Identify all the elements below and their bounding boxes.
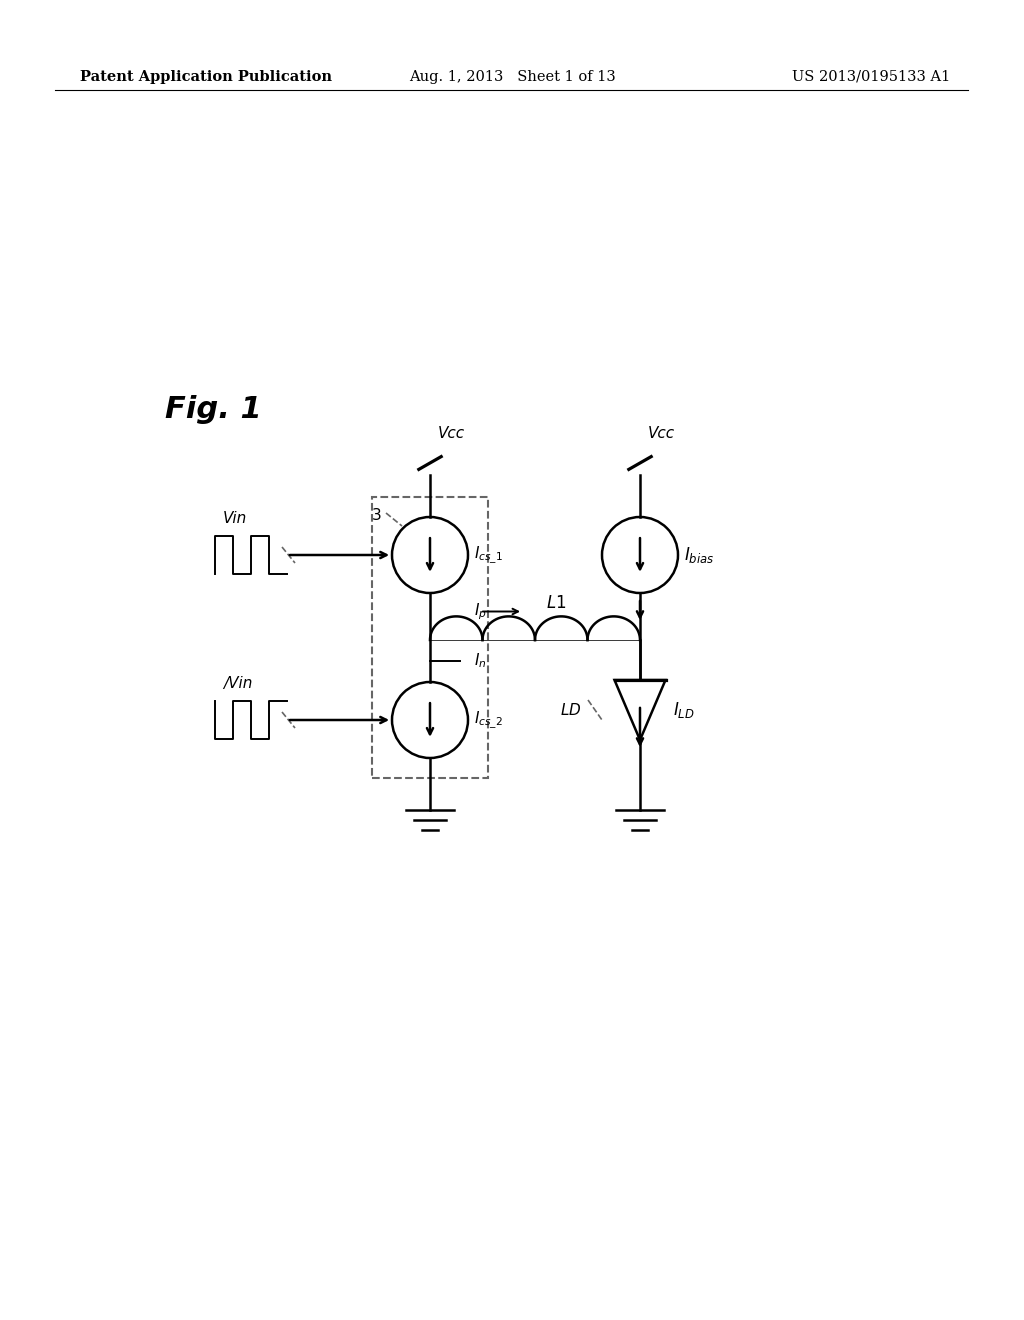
Text: $I_{LD}$: $I_{LD}$ xyxy=(673,700,694,719)
Text: Patent Application Publication: Patent Application Publication xyxy=(80,70,332,84)
Text: US 2013/0195133 A1: US 2013/0195133 A1 xyxy=(792,70,950,84)
Text: 3: 3 xyxy=(372,508,382,523)
Text: Vin: Vin xyxy=(223,511,247,525)
Text: Fig. 1: Fig. 1 xyxy=(165,395,262,424)
Text: $I_{bias}$: $I_{bias}$ xyxy=(684,545,715,565)
Text: Vcc: Vcc xyxy=(438,426,465,441)
Text: /Vin: /Vin xyxy=(223,676,252,690)
Text: Vcc: Vcc xyxy=(648,426,675,441)
Text: $I_n$: $I_n$ xyxy=(474,652,486,671)
Text: $I_{cs\_2}$: $I_{cs\_2}$ xyxy=(474,709,503,730)
Text: Aug. 1, 2013   Sheet 1 of 13: Aug. 1, 2013 Sheet 1 of 13 xyxy=(409,70,615,84)
Text: $I_{cs\_1}$: $I_{cs\_1}$ xyxy=(474,544,503,565)
Text: $I_p$: $I_p$ xyxy=(474,601,486,622)
Text: $LD$: $LD$ xyxy=(560,702,582,718)
Text: $\mathit{L1}$: $\mathit{L1}$ xyxy=(546,594,566,612)
